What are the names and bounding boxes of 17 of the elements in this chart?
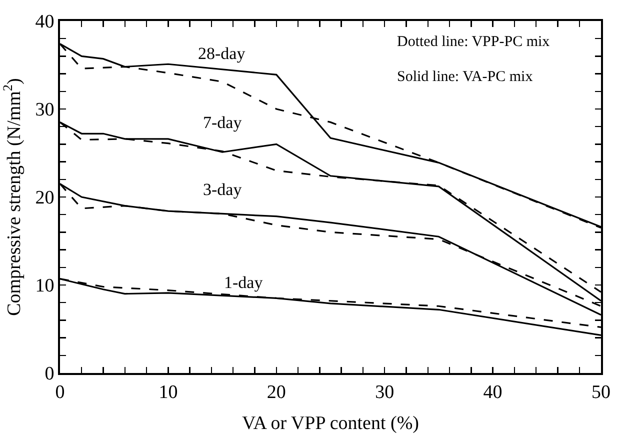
x-tick-label: 50 — [592, 382, 610, 403]
y-tick-label: 20 — [35, 188, 54, 209]
y-tick-label: 10 — [35, 276, 54, 297]
y-tick-label: 40 — [35, 12, 54, 33]
x-tick-label: 20 — [266, 382, 286, 403]
y-tick-label: 30 — [35, 100, 54, 121]
annotation: 1-day — [224, 273, 264, 292]
annotation: Solid line: VA-PC mix — [397, 69, 534, 85]
y-tick-label: 0 — [44, 364, 54, 385]
annotation: 3-day — [203, 180, 242, 199]
x-tick-label: 10 — [158, 382, 178, 403]
x-tick-label: 30 — [375, 382, 394, 403]
annotation: 28-day — [198, 44, 246, 63]
annotation: 7-day — [203, 113, 242, 132]
x-axis-title: VA or VPP content (%) — [242, 413, 419, 434]
annotation: Dotted line: VPP-PC mix — [397, 34, 550, 50]
x-tick-label: 40 — [483, 382, 502, 403]
